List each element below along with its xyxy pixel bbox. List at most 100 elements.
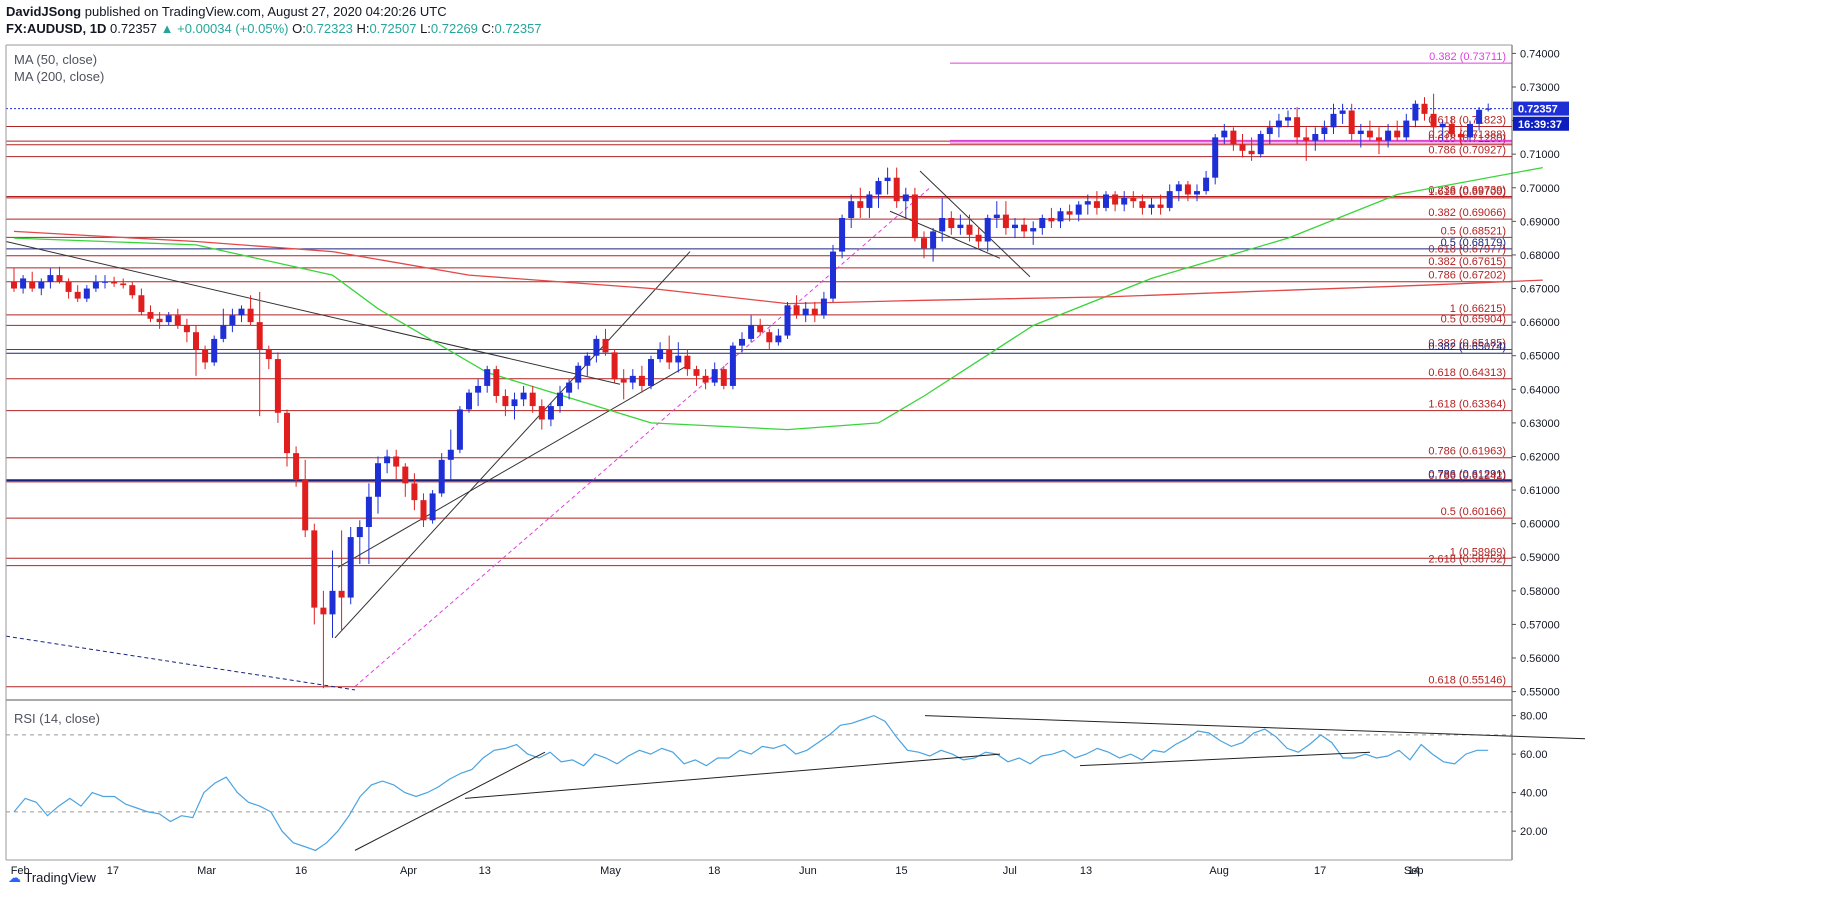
publish-text: published on TradingView.com, August 27,… (84, 4, 447, 19)
y-tick-label: 0.67000 (1520, 284, 1560, 296)
y-tick-label: 0.56000 (1520, 653, 1560, 665)
candle-body (1457, 134, 1464, 138)
cloud-icon: ☁ (8, 870, 21, 885)
dashed-support-line (5, 635, 356, 691)
candle-body (1385, 130, 1392, 141)
fib-label: 0.618 (0.71280) (1428, 133, 1506, 145)
fib-label: 0.5 (0.68521) (1441, 225, 1506, 237)
y-tick-label: 0.61000 (1520, 485, 1560, 497)
candle-body (456, 409, 463, 450)
candle-body (202, 348, 209, 363)
candle-body (629, 375, 636, 383)
author-name[interactable]: DavidJSong (6, 4, 82, 19)
candle-body (793, 305, 800, 316)
candle-body (1103, 194, 1109, 208)
countdown-tag-bg (1513, 116, 1569, 131)
fib-label: 0.382 (0.73711) (1429, 51, 1506, 63)
candle-body (484, 369, 491, 386)
candle-body (839, 217, 846, 252)
rsi-legend[interactable]: RSI (14, close) (14, 711, 100, 726)
candle-body (265, 348, 272, 360)
y-tick-label: 0.69000 (1520, 216, 1560, 228)
candle-body (720, 369, 727, 386)
candle-body (120, 283, 127, 286)
countdown-tag: 16:39:37 (1518, 119, 1562, 131)
candle-body (1084, 201, 1091, 205)
candle-body (902, 194, 909, 202)
candle-body (384, 456, 391, 464)
rsi-line (13, 714, 1489, 852)
high-label: H: (356, 21, 370, 36)
fib-label: 0.618 (0.64313) (1428, 367, 1506, 379)
rsi-resistance-line (924, 715, 1586, 740)
ma50-legend[interactable]: MA (50, close) (14, 52, 98, 67)
candle-body (293, 453, 300, 480)
candle-body (857, 201, 864, 208)
y-tick-label: 0.64000 (1520, 384, 1560, 396)
candle-body (229, 315, 236, 326)
y-tick-label: 0.59000 (1520, 552, 1560, 564)
candle-body (65, 281, 72, 292)
rsi-tick-label: 60.00 (1520, 749, 1548, 761)
candle-body (1239, 144, 1246, 151)
pitchfork-midline (354, 187, 931, 687)
y-tick-label: 0.74000 (1520, 48, 1560, 60)
candle-body (693, 369, 700, 376)
moving-averages (13, 166, 1543, 431)
descending-trendline (5, 241, 621, 385)
candle-body (620, 379, 627, 383)
fib-label: 0.618 (0.67977) (1428, 244, 1506, 256)
candle-body (802, 308, 809, 316)
candle-body (74, 291, 81, 299)
candle-body (1121, 197, 1128, 205)
candle-body (347, 537, 354, 598)
candle-body (475, 385, 482, 393)
x-tick-label: 17 (107, 865, 119, 877)
candle-body (1285, 117, 1291, 121)
candle-body (1348, 110, 1355, 135)
tradingview-logo[interactable]: ☁ TradingView (8, 870, 96, 886)
open-label: O: (292, 21, 306, 36)
candle-body (748, 325, 755, 339)
candle-body (429, 493, 436, 521)
symbol-label[interactable]: FX:AUDUSD, 1D (6, 21, 107, 36)
candle-body (1430, 113, 1437, 128)
candle-body (502, 396, 509, 407)
candles (11, 93, 1492, 689)
brand-label: TradingView (24, 870, 96, 885)
candle-body (447, 449, 454, 460)
candle-body (329, 590, 336, 615)
candle-body (247, 308, 254, 323)
candle-body (438, 459, 445, 494)
candle-body (165, 315, 172, 323)
low-label: L: (420, 21, 431, 36)
rsi-tick-label: 20.00 (1520, 826, 1548, 838)
low-value: 0.72269 (430, 21, 478, 36)
y-tick-label: 0.73000 (1520, 82, 1560, 94)
candle-body (520, 392, 527, 400)
candle-body (930, 231, 937, 249)
candle-body (875, 181, 882, 195)
fib-label: 0.786 (0.67202) (1428, 270, 1506, 282)
x-tick-label: Sep (1404, 865, 1424, 877)
up-arrow-icon: ▲ (160, 21, 174, 36)
candle-body (1175, 184, 1182, 192)
x-tick-label: Apr (400, 865, 417, 877)
candle-body (975, 234, 982, 242)
candle-body (111, 281, 118, 284)
ma200-legend[interactable]: MA (200, close) (14, 69, 105, 84)
candle-body (1394, 130, 1401, 138)
x-tick-label: 15 (895, 865, 907, 877)
candle-body (729, 345, 736, 386)
candle-body (1467, 123, 1473, 138)
last-price: 0.72357 (110, 21, 158, 36)
channel-upper-line (334, 251, 691, 639)
candle-body (1275, 120, 1282, 128)
candle-body (1421, 103, 1428, 114)
fib-label: 0.786 (0.61963) (1428, 446, 1506, 458)
candle-body (511, 399, 518, 407)
candle-body (766, 332, 773, 343)
candle-body (593, 338, 600, 356)
candle-body (1066, 211, 1073, 215)
